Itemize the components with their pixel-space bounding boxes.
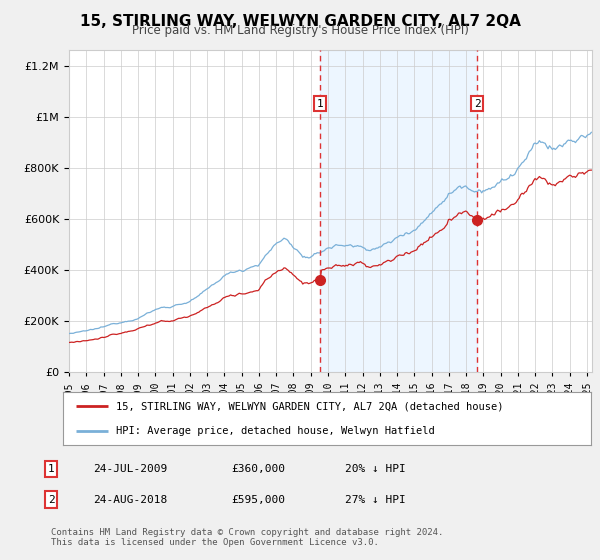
Text: 15, STIRLING WAY, WELWYN GARDEN CITY, AL7 2QA (detached house): 15, STIRLING WAY, WELWYN GARDEN CITY, AL… [116, 402, 503, 412]
Text: 24-AUG-2018: 24-AUG-2018 [93, 494, 167, 505]
Text: HPI: Average price, detached house, Welwyn Hatfield: HPI: Average price, detached house, Welw… [116, 426, 434, 436]
Text: £360,000: £360,000 [231, 464, 285, 474]
Text: 2: 2 [474, 99, 481, 109]
Text: Price paid vs. HM Land Registry's House Price Index (HPI): Price paid vs. HM Land Registry's House … [131, 24, 469, 37]
Text: 2: 2 [47, 494, 55, 505]
Bar [320, 50, 477, 372]
Text: 27% ↓ HPI: 27% ↓ HPI [345, 494, 406, 505]
Text: 1: 1 [317, 99, 323, 109]
Text: Contains HM Land Registry data © Crown copyright and database right 2024.
This d: Contains HM Land Registry data © Crown c… [51, 528, 443, 547]
Text: 15, STIRLING WAY, WELWYN GARDEN CITY, AL7 2QA: 15, STIRLING WAY, WELWYN GARDEN CITY, AL… [80, 14, 520, 29]
Text: £595,000: £595,000 [231, 494, 285, 505]
Text: 1: 1 [47, 464, 55, 474]
Text: 24-JUL-2009: 24-JUL-2009 [93, 464, 167, 474]
Text: 20% ↓ HPI: 20% ↓ HPI [345, 464, 406, 474]
